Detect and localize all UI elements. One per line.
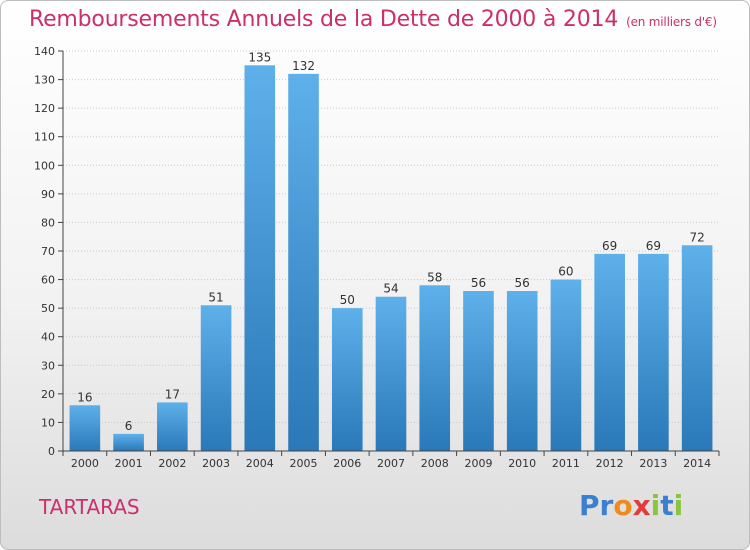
data-label-2010: 56 bbox=[515, 276, 530, 290]
data-label-2011: 60 bbox=[558, 265, 573, 279]
x-tick-label-2004: 2004 bbox=[246, 457, 274, 470]
chart-title-text: Remboursements Annuels de la Dette de 20… bbox=[29, 7, 619, 32]
x-tick-label-2007: 2007 bbox=[377, 457, 405, 470]
logo-letter: t bbox=[660, 489, 674, 522]
bar-2002 bbox=[157, 402, 188, 451]
data-label-2003: 51 bbox=[208, 290, 223, 304]
x-tick-label-2008: 2008 bbox=[421, 457, 449, 470]
x-tick-label-2005: 2005 bbox=[290, 457, 318, 470]
y-tick-label: 90 bbox=[41, 188, 55, 201]
x-tick-label-2009: 2009 bbox=[464, 457, 492, 470]
x-tick-label-2002: 2002 bbox=[158, 457, 186, 470]
chart-unit: (en milliers d'€) bbox=[626, 15, 717, 29]
y-tick-label: 0 bbox=[48, 445, 55, 458]
y-tick-label: 140 bbox=[34, 45, 55, 58]
x-tick-label-2011: 2011 bbox=[552, 457, 580, 470]
y-tick-label: 100 bbox=[34, 159, 55, 172]
bar-2005 bbox=[288, 73, 319, 451]
y-tick-label: 40 bbox=[41, 331, 55, 344]
bar-2013 bbox=[638, 253, 669, 451]
data-label-2009: 56 bbox=[471, 276, 486, 290]
x-tick-label-2001: 2001 bbox=[115, 457, 143, 470]
y-tick-label: 130 bbox=[34, 74, 55, 87]
data-label-2013: 69 bbox=[646, 239, 661, 253]
proxiti-logo: Proxiti bbox=[579, 489, 683, 522]
y-tick-label: 60 bbox=[41, 274, 55, 287]
data-label-2004: 135 bbox=[248, 50, 271, 64]
bar-2009 bbox=[463, 291, 494, 451]
x-tick-label-2006: 2006 bbox=[333, 457, 361, 470]
y-tick-label: 20 bbox=[41, 388, 55, 401]
bar-2007 bbox=[375, 296, 407, 451]
bar-2000 bbox=[69, 405, 101, 451]
data-label-2014: 72 bbox=[689, 230, 704, 244]
bar-2011 bbox=[550, 279, 582, 451]
x-axis: 2000 2001 2002 2003 2004 2005 2006 2007 2008 2009… bbox=[62, 450, 720, 470]
bar-2008 bbox=[419, 285, 451, 451]
data-label-2000: 16 bbox=[77, 390, 92, 404]
y-tick-label: 50 bbox=[41, 302, 55, 315]
bar-2001 bbox=[113, 433, 144, 451]
x-tick-label-2010: 2010 bbox=[508, 457, 536, 470]
logo-letter: i bbox=[673, 489, 684, 522]
bars-group bbox=[69, 65, 713, 452]
y-tick-label: 110 bbox=[34, 131, 55, 144]
y-tick-label: 120 bbox=[34, 102, 55, 115]
x-tick-label-2013: 2013 bbox=[639, 457, 667, 470]
data-label-2008: 58 bbox=[427, 270, 442, 284]
bar-2010 bbox=[506, 291, 538, 451]
y-tick-label: 80 bbox=[41, 216, 55, 229]
bar-2003 bbox=[200, 305, 232, 451]
data-label-2007: 54 bbox=[383, 282, 398, 296]
bar-2004 bbox=[244, 65, 276, 452]
logo-letter: i bbox=[650, 489, 661, 522]
bar-2012 bbox=[594, 253, 625, 451]
x-tick-label-2003: 2003 bbox=[202, 457, 230, 470]
logo-letter: r bbox=[599, 489, 614, 522]
x-tick-label-2012: 2012 bbox=[596, 457, 624, 470]
y-axis: 0 10 20 30 40 50 60 70 80 90 100 110 120 130 140 bbox=[34, 45, 64, 458]
data-label-2012: 69 bbox=[602, 239, 617, 253]
bar-2014 bbox=[681, 245, 713, 451]
logo-letter: x bbox=[632, 489, 651, 522]
y-tick-label: 10 bbox=[41, 416, 55, 429]
y-tick-label: 30 bbox=[41, 359, 55, 372]
x-tick-label-2000: 2000 bbox=[71, 457, 99, 470]
logo-letter: o bbox=[613, 489, 633, 522]
data-labels-group: 16 6 17 51 135 132 50 54 58 56 56 60 69 69 72 bbox=[77, 50, 705, 433]
bar-2006 bbox=[331, 308, 363, 451]
place-name: TARTARAS bbox=[39, 495, 140, 519]
y-tick-label: 70 bbox=[41, 245, 55, 258]
data-label-2001: 6 bbox=[125, 419, 133, 433]
data-label-2002: 17 bbox=[165, 387, 180, 401]
x-tick-label-2014: 2014 bbox=[683, 457, 711, 470]
chart-title: Remboursements Annuels de la Dette de 20… bbox=[29, 7, 717, 32]
data-label-2006: 50 bbox=[340, 293, 355, 307]
data-label-2005: 132 bbox=[292, 59, 315, 73]
logo-letter: P bbox=[579, 489, 600, 522]
